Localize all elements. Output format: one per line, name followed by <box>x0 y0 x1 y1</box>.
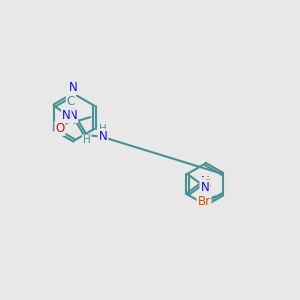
Text: N: N <box>99 130 107 142</box>
Text: N: N <box>68 109 77 122</box>
Text: N: N <box>69 81 78 94</box>
Text: S: S <box>203 178 210 191</box>
Text: C: C <box>67 94 75 108</box>
Text: N: N <box>62 110 71 122</box>
Text: H: H <box>83 135 91 146</box>
Text: N: N <box>201 175 209 188</box>
Text: O: O <box>55 122 64 135</box>
Text: N: N <box>201 181 209 194</box>
Text: Br: Br <box>197 195 211 208</box>
Text: H: H <box>99 124 107 134</box>
